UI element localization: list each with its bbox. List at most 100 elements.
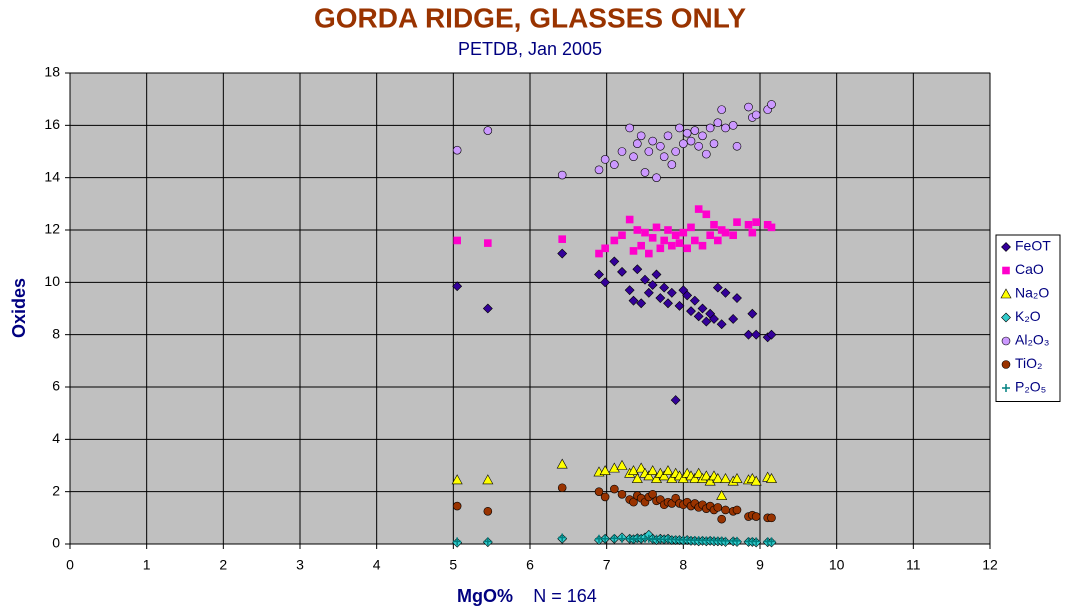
point [709, 314, 719, 324]
legend-label: CaO [1015, 261, 1044, 277]
y-tick-label: 4 [52, 430, 60, 446]
point [645, 249, 653, 258]
x-tick-label: 11 [906, 557, 921, 573]
point [452, 145, 462, 155]
point [706, 231, 714, 240]
point [752, 218, 760, 226]
point [682, 128, 692, 138]
point [679, 139, 688, 148]
point [610, 236, 619, 245]
point [655, 293, 666, 303]
point [647, 280, 658, 290]
point [702, 210, 711, 219]
point [686, 136, 696, 146]
point [728, 314, 739, 324]
point [595, 249, 603, 258]
legend-marker [1001, 336, 1011, 346]
point [701, 316, 712, 327]
point [641, 228, 649, 237]
point [766, 329, 777, 340]
annotation: N = 164 [533, 586, 597, 606]
point [610, 484, 619, 494]
point [733, 218, 741, 226]
point [643, 470, 655, 481]
point [599, 465, 611, 476]
point [631, 472, 643, 483]
point [698, 131, 707, 141]
point [767, 100, 776, 109]
point [558, 533, 567, 542]
point [656, 244, 665, 253]
y-tick-label: 2 [52, 482, 60, 498]
point [671, 231, 680, 240]
point [557, 483, 567, 493]
point [691, 236, 699, 245]
point [643, 287, 654, 298]
point [728, 121, 738, 130]
point [710, 220, 718, 229]
point [600, 155, 610, 164]
point [720, 287, 731, 298]
point [721, 228, 730, 237]
point [453, 236, 461, 245]
point [650, 472, 663, 483]
point [752, 537, 761, 546]
legend-label: Na₂O [1015, 285, 1049, 301]
point [640, 274, 650, 285]
legend-marker [1002, 384, 1010, 392]
point [659, 282, 670, 293]
x-axis-label: MgO% [457, 586, 513, 606]
point [694, 141, 703, 151]
point [713, 503, 723, 512]
point [610, 160, 619, 169]
x-tick-label: 2 [219, 557, 227, 573]
point [697, 303, 708, 314]
point [609, 256, 620, 267]
point [687, 223, 695, 232]
point [600, 492, 610, 502]
x-tick-label: 5 [449, 557, 457, 573]
point [712, 472, 724, 483]
point [662, 465, 674, 476]
point [658, 470, 670, 481]
point [716, 489, 728, 500]
y-tick-label: 16 [44, 116, 60, 132]
point [747, 308, 758, 319]
point [704, 475, 716, 486]
point [610, 534, 619, 543]
point [765, 472, 778, 483]
point [714, 236, 722, 245]
point [721, 123, 730, 133]
point [686, 306, 696, 317]
point [594, 269, 604, 280]
point [600, 277, 611, 288]
point [694, 205, 703, 213]
point [652, 173, 661, 182]
y-tick-label: 10 [44, 273, 60, 289]
point [637, 241, 645, 250]
point [663, 298, 673, 309]
point [666, 287, 677, 298]
point [451, 474, 463, 485]
point [482, 303, 493, 314]
point [664, 226, 672, 234]
x-tick-label: 12 [982, 557, 998, 573]
point [717, 105, 726, 114]
point [732, 141, 742, 151]
point [663, 131, 673, 141]
point [558, 235, 567, 243]
legend-marker [1001, 242, 1011, 252]
point [651, 269, 662, 280]
point [616, 459, 628, 470]
point [675, 123, 684, 133]
legend-marker [1002, 266, 1010, 275]
point [636, 131, 646, 141]
point [629, 497, 638, 507]
y-tick-label: 6 [52, 378, 60, 394]
point [453, 537, 462, 546]
point [700, 470, 712, 481]
point [683, 244, 691, 253]
point [721, 505, 730, 515]
